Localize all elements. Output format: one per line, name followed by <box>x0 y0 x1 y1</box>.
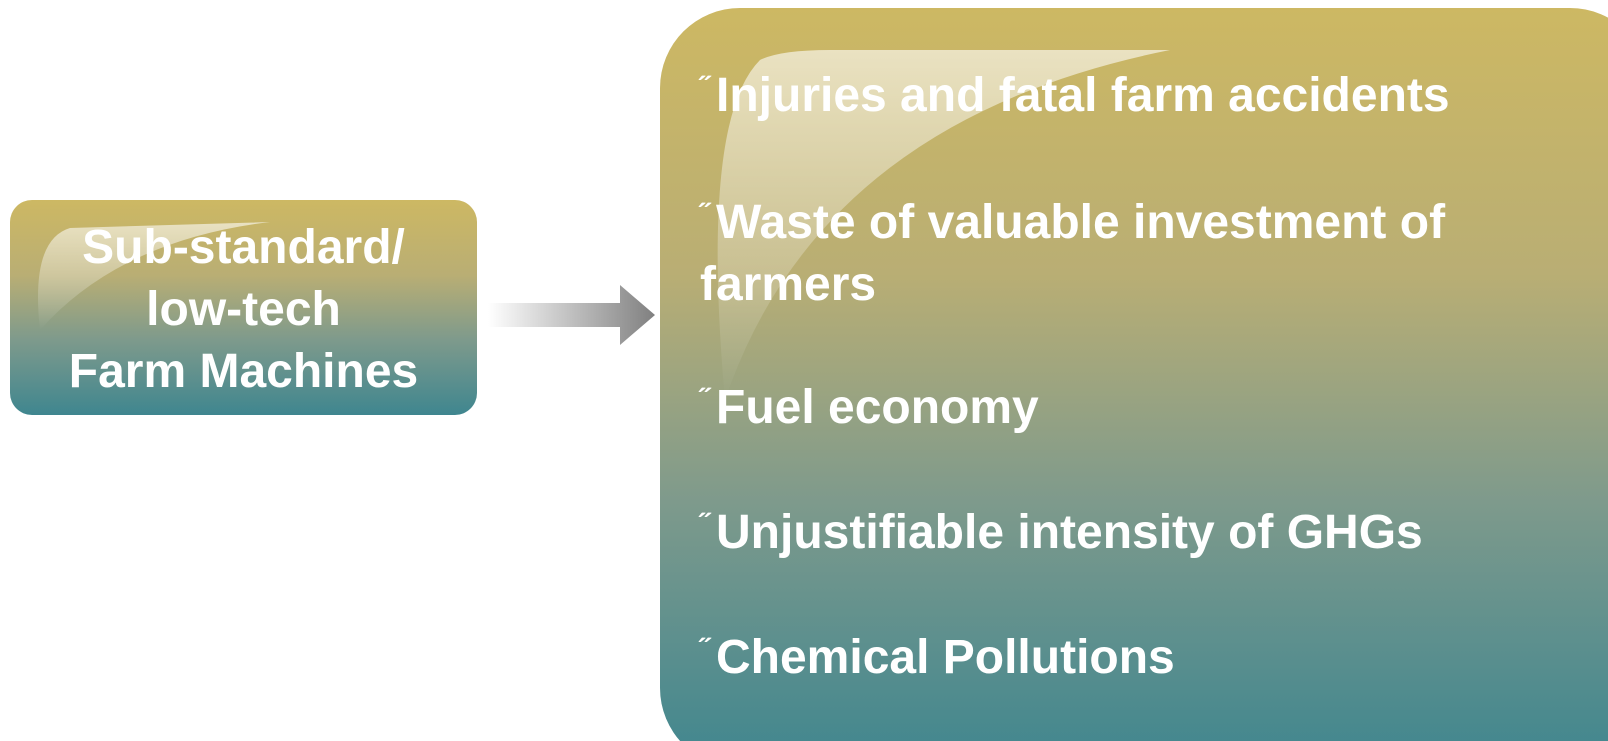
source-line: Farm Machines <box>68 345 419 398</box>
gloss <box>38 222 270 330</box>
source-label: Sub-standard/ low-tech Farm Machines <box>10 217 477 403</box>
effect-text: Waste of valuable investment of farmers <box>700 196 1446 311</box>
source-line: low-tech <box>146 283 341 336</box>
bullet: ˝ <box>700 508 710 541</box>
effect-text: Fuel economy <box>716 381 1039 434</box>
bullet: ˝ <box>700 383 710 416</box>
effect-item: ˝ Waste of valuable investment of farmers <box>700 184 1540 316</box>
bullet: ˝ <box>700 71 710 104</box>
source-line: Sub-standard/ <box>82 221 405 274</box>
effect-item: ˝ Fuel economy <box>700 369 1540 439</box>
effect-text: Unjustifiable intensity of GHGs <box>716 506 1423 559</box>
effect-text: Chemical Pollutions <box>716 631 1175 684</box>
bullet: ˝ <box>700 198 710 231</box>
gloss <box>717 50 1170 400</box>
arrow <box>488 285 655 345</box>
effect-text: Injuries and fatal farm accidents <box>716 69 1450 122</box>
effect-item: ˝ Injuries and fatal farm accidents <box>700 57 1540 127</box>
bullet: ˝ <box>700 633 710 666</box>
effect-item: ˝ Chemical Pollutions <box>700 619 1540 689</box>
effect-item: ˝ Unjustifiable intensity of GHGs <box>700 494 1540 564</box>
